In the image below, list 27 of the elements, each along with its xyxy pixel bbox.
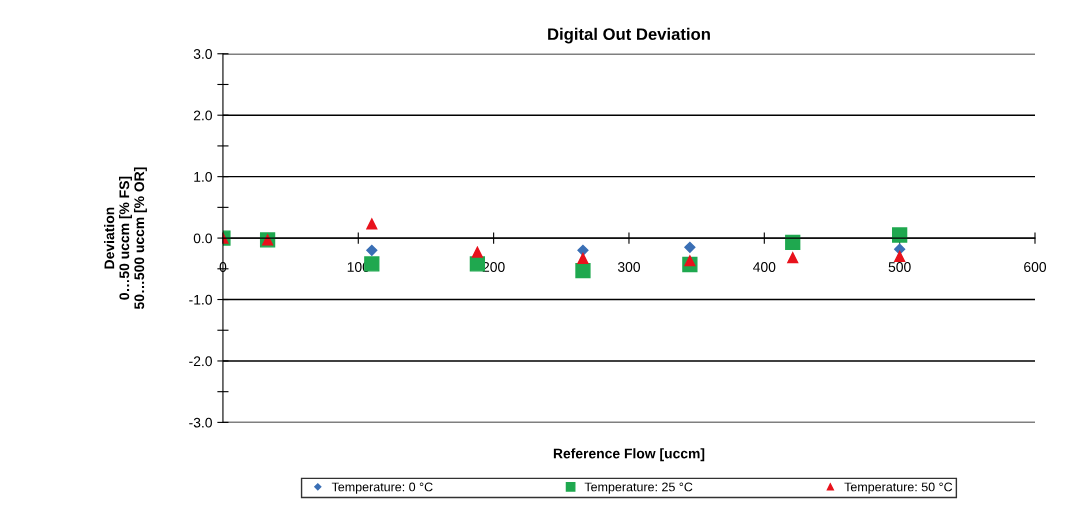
- chart-title: Digital Out Deviation: [548, 27, 710, 44]
- legend-label: Temperature: 0 °C: [331, 482, 433, 494]
- point: [577, 252, 589, 264]
- x-tick-label: 600: [1024, 262, 1047, 272]
- y-tick-label: -2.0: [189, 356, 212, 367]
- y-axis-title: Deviation 0…50 uccm [% FS] 50…500 uccm [% OR]: [104, 167, 147, 310]
- point: [892, 227, 908, 243]
- point: [471, 246, 483, 258]
- point: [894, 250, 906, 263]
- legend-label: Temperature: 50 °C: [844, 482, 953, 494]
- y-tick-label: 2.0: [193, 110, 212, 121]
- point: [366, 218, 378, 230]
- x-axis-title: Reference Flow [uccm]: [553, 448, 705, 462]
- point: [366, 244, 378, 256]
- y-tick-label: -1.0: [189, 294, 212, 305]
- x-tick-label: 400: [753, 262, 776, 272]
- point: [684, 241, 696, 253]
- point: [577, 244, 589, 256]
- x-tick-label: 300: [617, 262, 641, 272]
- y-tick-label: 1.0: [194, 171, 212, 182]
- legend-label: Temperature: 25 °C: [584, 482, 693, 494]
- point: [575, 263, 591, 279]
- y-tick-label: 0.0: [193, 233, 212, 244]
- y-tick-label: -3.0: [189, 417, 212, 428]
- point: [787, 252, 799, 264]
- y-tick-label: 3.0: [193, 49, 212, 59]
- x-tick-label: 500: [888, 262, 911, 272]
